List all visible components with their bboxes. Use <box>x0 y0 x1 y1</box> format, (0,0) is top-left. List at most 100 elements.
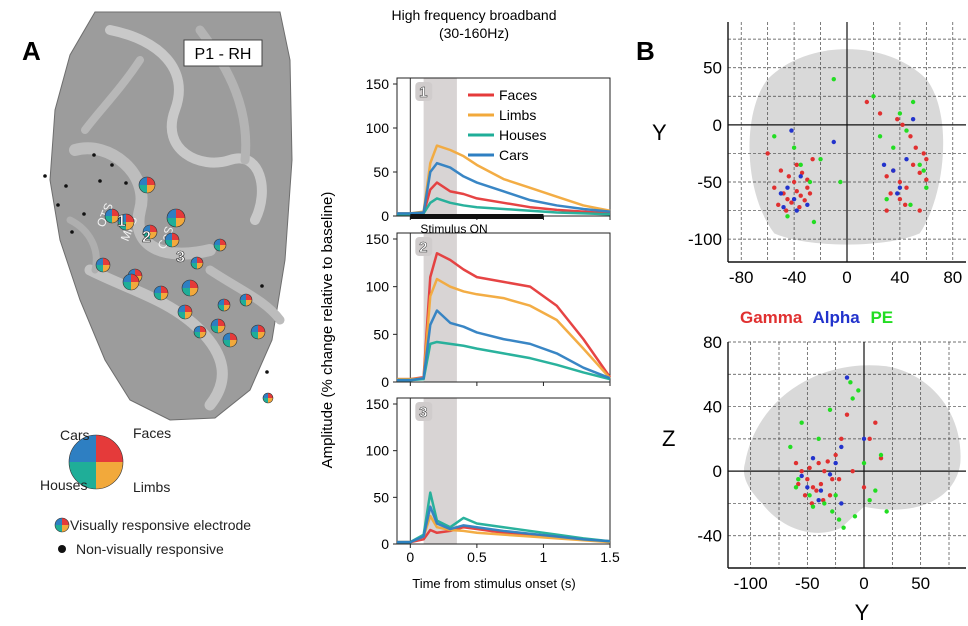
electrode-dot <box>124 181 128 185</box>
pie-slice <box>200 326 206 332</box>
point-gamma <box>778 168 784 173</box>
point-alpha <box>891 168 896 173</box>
pie-slice <box>131 282 139 290</box>
pie-slice <box>251 332 258 339</box>
point-gamma <box>921 151 926 156</box>
y-tick-label: 0 <box>713 462 722 481</box>
point-alpha <box>904 156 909 162</box>
electrode-pie <box>122 273 140 291</box>
x-tick-label: 0 <box>406 549 414 565</box>
pie-outline <box>239 293 253 307</box>
panel-number: 3 <box>419 404 427 421</box>
point-gamma <box>850 468 855 474</box>
pie-slice <box>218 326 225 333</box>
point-gamma <box>833 452 838 458</box>
point-pe <box>799 420 804 425</box>
pie-slice <box>263 398 268 403</box>
point-pe <box>897 111 903 116</box>
y-tick-label: -100 <box>688 230 722 249</box>
pie-slice <box>96 265 103 272</box>
pie-slice <box>268 398 273 403</box>
point-gamma <box>802 493 808 498</box>
point-pe <box>867 498 872 503</box>
point-pe <box>772 134 777 139</box>
point-alpha <box>818 488 824 493</box>
pie-outline <box>95 257 111 273</box>
panel-number-badge <box>415 82 433 101</box>
y-tick-label: 0 <box>381 536 389 552</box>
y-tick-label: 50 <box>703 59 722 78</box>
pie-slice <box>197 263 203 269</box>
point-pe <box>810 504 816 509</box>
point-gamma <box>786 174 792 179</box>
pie-slice <box>62 525 69 532</box>
point-gamma <box>810 485 816 490</box>
pie-slice <box>176 218 185 227</box>
pie-slice <box>69 462 96 489</box>
point-pe <box>908 202 913 208</box>
pie-label-faces: Faces <box>133 425 171 441</box>
electrode-pie <box>213 238 227 252</box>
point-alpha <box>810 456 816 461</box>
point-pe <box>818 156 823 162</box>
pie-slice <box>178 305 185 312</box>
point-gamma <box>884 208 889 213</box>
pie-slice <box>147 177 155 185</box>
point-alpha <box>895 191 900 196</box>
point-alpha <box>778 191 784 196</box>
point-gamma <box>799 170 805 176</box>
electrode-pie <box>210 318 226 334</box>
point-gamma <box>836 477 842 482</box>
pie-slice <box>139 177 147 185</box>
point-gamma <box>797 204 802 210</box>
electrode-dot <box>110 163 114 167</box>
point-pe <box>836 517 842 522</box>
point-pe <box>878 452 884 458</box>
point-alpha <box>785 185 790 190</box>
point-alpha <box>831 139 836 145</box>
pie-slice <box>268 393 273 398</box>
pie-slice <box>194 332 200 338</box>
point-alpha <box>798 174 803 179</box>
pie-slice <box>211 326 218 333</box>
pie-slice <box>55 525 62 532</box>
pie-slice <box>126 222 134 230</box>
series-line-cars <box>397 161 611 215</box>
point-gamma <box>888 191 893 196</box>
panel-frame <box>396 232 611 383</box>
point-pe <box>871 94 876 99</box>
pie-slice <box>150 225 157 232</box>
point-gamma <box>917 208 922 213</box>
point-pe <box>910 99 916 105</box>
pie-slice <box>240 300 246 306</box>
pie-slice <box>112 216 119 223</box>
point-gamma <box>798 193 803 198</box>
pie-outline <box>250 324 266 340</box>
point-gamma <box>783 208 789 213</box>
pie-slice <box>103 258 110 265</box>
pie-slice <box>185 305 192 312</box>
point-alpha <box>833 460 838 466</box>
point-alpha <box>805 202 810 208</box>
pie-slice <box>190 280 198 288</box>
y-tick-label: 0 <box>381 208 389 224</box>
pie-slice <box>224 305 230 311</box>
electrode-dot <box>70 230 74 234</box>
electrode-dot <box>64 184 68 188</box>
pie-slice <box>220 245 226 251</box>
y-tick-label: 100 <box>366 279 390 295</box>
point-pe <box>827 407 833 412</box>
scatter-axial: 50 0 -50 -100 -80 -40 0 40 80 <box>688 22 966 287</box>
x-tick-label: -80 <box>729 268 754 287</box>
point-alpha <box>799 473 804 479</box>
electrode-dot <box>43 174 47 178</box>
point-gamma <box>877 111 883 116</box>
point-pe <box>816 436 821 442</box>
pie-slice <box>191 257 197 263</box>
pie-slice <box>96 258 103 265</box>
pie-slice <box>218 319 225 326</box>
point-pe <box>856 388 861 393</box>
point-gamma <box>827 493 833 498</box>
point-gamma <box>772 185 777 190</box>
point-pe <box>921 168 926 173</box>
